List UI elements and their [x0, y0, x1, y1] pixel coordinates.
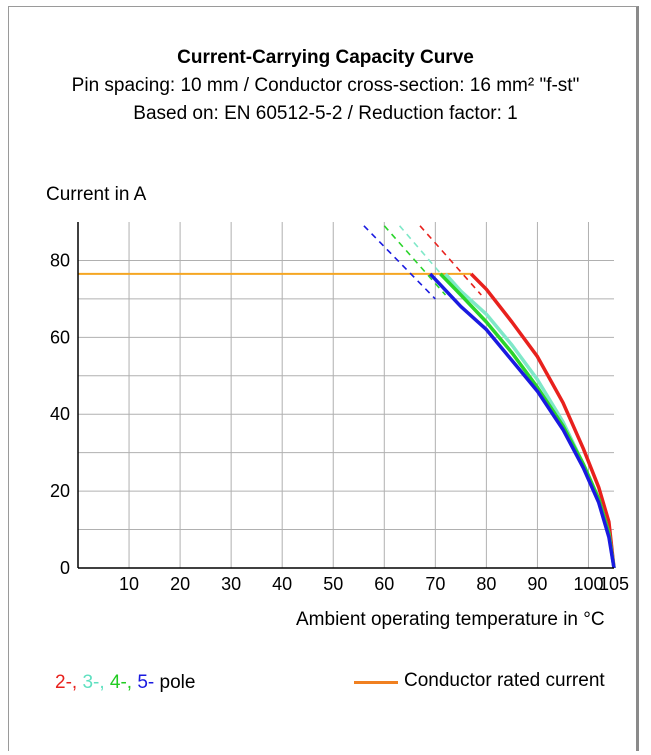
x-tick-label-50: 50	[323, 574, 343, 594]
x-tick-label-100: 100	[573, 574, 603, 594]
chart-subtitle-basis: Based on: EN 60512-5-2 / Reduction facto…	[133, 103, 518, 124]
pole-legend-suffix: pole	[159, 672, 196, 693]
x-tick-label-40: 40	[272, 574, 292, 594]
y-tick-label-0: 0	[60, 558, 70, 578]
x-tick-label-30: 30	[221, 574, 241, 594]
x-tick-label-70: 70	[425, 574, 445, 594]
chart-title: Current-Carrying Capacity Curve	[177, 47, 474, 68]
rated-current-legend-label: Conductor rated current	[404, 670, 605, 691]
pole-legend: 2-, 3-, 4-, 5- pole	[55, 672, 195, 694]
x-axis-label: Ambient operating temperature in °C	[296, 609, 605, 630]
y-tick-label-60: 60	[50, 327, 70, 347]
x-tick-label-20: 20	[170, 574, 190, 594]
x-tick-label-90: 90	[527, 574, 547, 594]
y-tick-label-40: 40	[50, 404, 70, 424]
x-tick-label-10: 10	[119, 574, 139, 594]
y-tick-label-80: 80	[50, 250, 70, 270]
chart-subtitle-spacing: Pin spacing: 10 mm / Conductor cross-sec…	[71, 75, 580, 96]
x-tick-label-105: 105	[599, 574, 629, 594]
pole-legend-item-2: 2-,	[55, 672, 83, 693]
x-tick-label-60: 60	[374, 574, 394, 594]
pole-legend-item-5: 5-	[137, 672, 160, 693]
series-2-pole-dashed	[419, 225, 482, 296]
series-4-pole-dashed	[383, 225, 447, 296]
y-axis-label: Current in A	[46, 184, 147, 205]
pole-legend-item-3: 3-,	[82, 672, 110, 693]
chart-frame	[8, 6, 639, 751]
rated-current-legend: Conductor rated current	[354, 670, 624, 694]
pole-legend-item-4: 4-,	[109, 672, 138, 693]
rated-current-legend-swatch	[354, 681, 398, 684]
series-4-pole-line	[439, 272, 616, 569]
series-2-pole-line	[469, 272, 616, 569]
series-5-pole-dashed	[363, 225, 436, 300]
x-tick-label-80: 80	[476, 574, 496, 594]
y-tick-label-20: 20	[50, 481, 70, 501]
series-5-pole-line	[428, 272, 616, 569]
